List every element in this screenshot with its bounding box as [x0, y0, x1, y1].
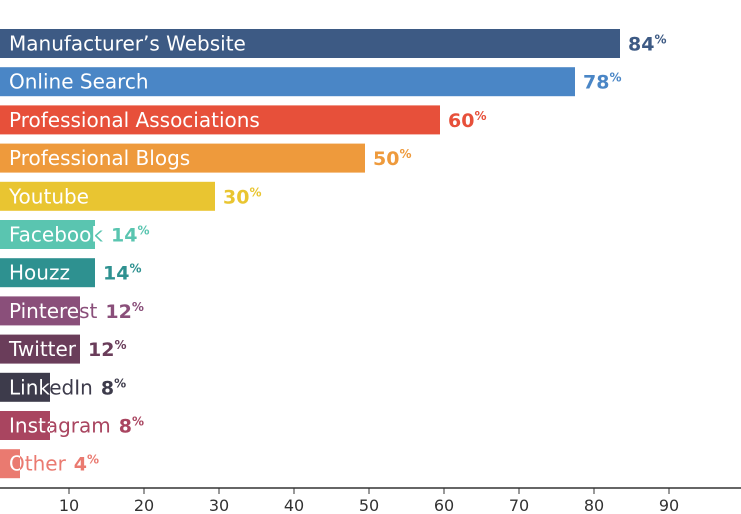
x-tick-label: 20 [134, 496, 154, 514]
category-label-on-bar: Online Search [9, 70, 149, 94]
x-tick-label: 50 [359, 496, 379, 514]
bar [0, 220, 95, 249]
category-label: Facebook [9, 223, 103, 247]
value-label: 60% [448, 109, 486, 132]
category-label: Professional Associations [9, 108, 260, 132]
category-label: Instagram [9, 414, 111, 438]
category-label: Pinterest [9, 299, 98, 323]
category-label-on-bar: Instagram [9, 414, 111, 438]
category-label: Houzz [9, 261, 70, 285]
x-tick-label: 90 [659, 496, 679, 514]
value-label: 84% [628, 33, 666, 56]
x-tick-label: 70 [509, 496, 529, 514]
category-label: Manufacturer’s Website [9, 32, 246, 56]
category-label: Other [9, 452, 67, 476]
category-label-on-bar: Pinterest [9, 299, 98, 323]
value-label: 14% [111, 224, 149, 247]
bar [0, 105, 440, 135]
value-label: 8% [101, 376, 126, 399]
bar [0, 143, 365, 173]
bar [0, 181, 215, 211]
value-label: 14% [103, 262, 141, 285]
bar [0, 296, 80, 326]
category-label: Twitter [8, 337, 77, 361]
category-label: LinkedIn [9, 375, 93, 399]
category-label-on-bar: Manufacturer’s Website [9, 32, 246, 56]
category-label-on-bar: Houzz [9, 261, 70, 285]
value-label: 12% [88, 338, 126, 361]
category-label-on-bar: Twitter [8, 337, 77, 361]
category-label-on-bar: LinkedIn [9, 375, 93, 399]
bar [0, 334, 80, 364]
value-label: 30% [223, 185, 261, 208]
bar [0, 372, 50, 402]
category-label: Online Search [9, 70, 149, 94]
category-label-on-bar: Professional Associations [9, 108, 260, 132]
bar [0, 67, 575, 97]
bar [0, 449, 20, 479]
category-label-on-bar: Professional Blogs [9, 146, 190, 170]
category-label-on-bar: Facebook [9, 223, 103, 247]
category-label-on-bar: Youtube [8, 184, 89, 208]
x-tick-label: 30 [209, 496, 229, 514]
x-tick-label: 10 [59, 496, 79, 514]
bar [0, 29, 620, 58]
value-label: 8% [119, 415, 144, 438]
value-label: 12% [105, 300, 143, 323]
category-label: Professional Blogs [9, 146, 190, 170]
bar [0, 411, 50, 440]
x-tick-label: 40 [284, 496, 304, 514]
value-label: 50% [373, 147, 411, 170]
x-tick-label: 80 [584, 496, 604, 514]
x-tick-label: 60 [434, 496, 454, 514]
value-label: 78% [583, 71, 621, 94]
bar [0, 258, 95, 288]
category-label-on-bar: Other [9, 452, 67, 476]
category-label: Youtube [8, 184, 89, 208]
value-label: 4% [74, 453, 99, 476]
